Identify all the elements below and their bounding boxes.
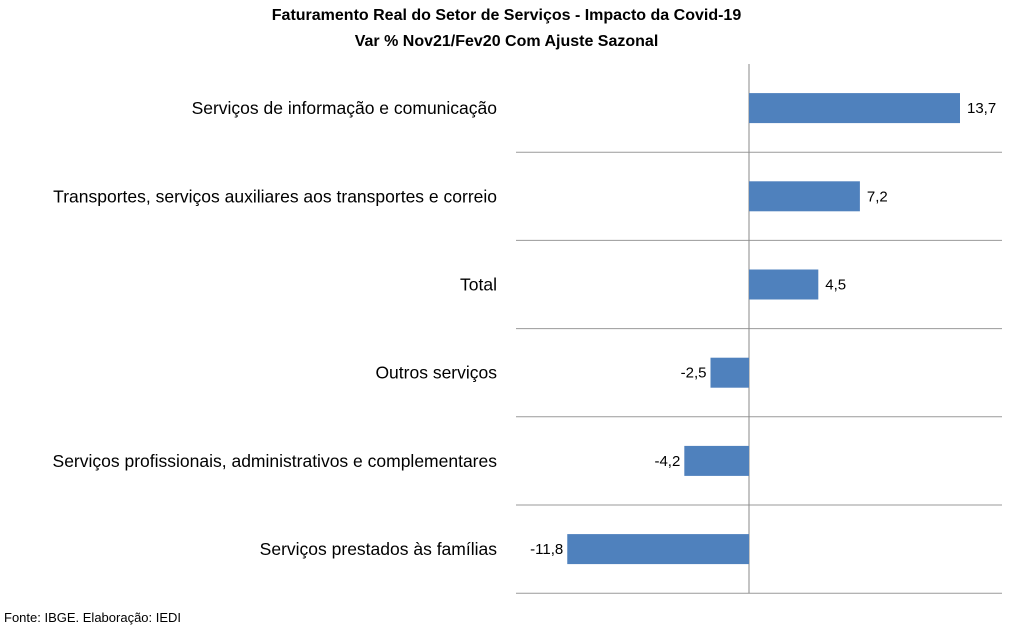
data-label: 4,5 [825, 277, 846, 294]
data-label: -11,8 [530, 541, 563, 558]
chart-subtitle: Var % Nov21/Fev20 Com Ajuste Sazonal [354, 33, 659, 50]
bar [710, 357, 749, 388]
source-note: Fonte: IBGE. Elaboração: IEDI [4, 610, 182, 625]
bar [749, 93, 960, 124]
category-label: Serviços prestados às famílias [260, 539, 498, 559]
data-label: -2,5 [681, 365, 707, 382]
bar [567, 534, 749, 565]
data-label: 13,7 [967, 100, 996, 117]
value-labels: 13,7 7,2 4,5 -2,5 -4,2 -11,8 [530, 100, 996, 558]
bar [684, 445, 749, 476]
bars [567, 93, 960, 565]
category-label: Serviços profissionais, administrativos … [53, 451, 498, 471]
category-label: Total [460, 275, 497, 295]
bar [749, 181, 860, 212]
data-label: 7,2 [867, 188, 888, 205]
category-labels: Serviços de informação e comunicação Tran… [53, 98, 498, 559]
chart-title: Faturamento Real do Setor de Serviços - … [271, 7, 742, 24]
bar [749, 269, 819, 300]
data-label: -4,2 [654, 453, 680, 470]
gridlines [516, 64, 1002, 594]
category-label: Serviços de informação e comunicação [192, 98, 497, 118]
category-label: Outros serviços [375, 363, 497, 383]
category-label: Transportes, serviços auxiliares aos tra… [53, 186, 497, 206]
